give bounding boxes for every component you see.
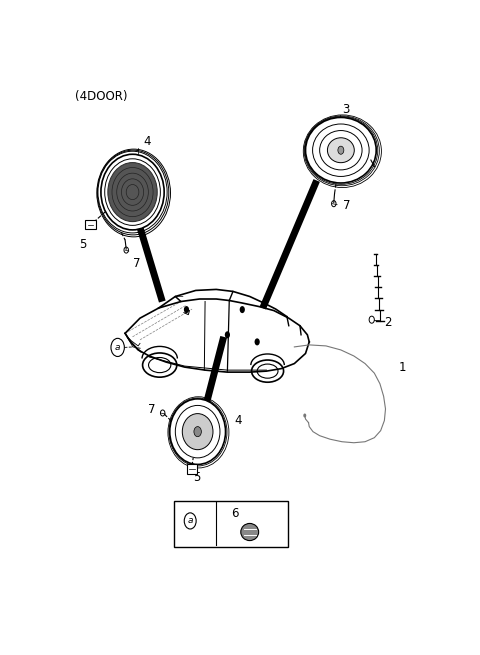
FancyBboxPatch shape (85, 220, 96, 229)
Ellipse shape (170, 399, 226, 464)
Circle shape (184, 306, 189, 313)
Text: 4: 4 (144, 135, 151, 148)
FancyBboxPatch shape (187, 464, 197, 474)
Ellipse shape (143, 353, 177, 377)
Text: (4DOOR): (4DOOR) (75, 90, 127, 103)
Ellipse shape (182, 413, 213, 450)
Text: a: a (188, 516, 193, 525)
Text: 4: 4 (234, 414, 241, 427)
Ellipse shape (327, 138, 354, 162)
Text: 6: 6 (231, 508, 239, 520)
Circle shape (338, 146, 344, 155)
Circle shape (254, 339, 260, 345)
Ellipse shape (241, 523, 259, 540)
Text: 7: 7 (132, 257, 140, 270)
Text: 7: 7 (343, 199, 350, 212)
Circle shape (194, 426, 202, 437)
Ellipse shape (108, 162, 157, 221)
Text: 7: 7 (148, 403, 156, 416)
Ellipse shape (305, 117, 376, 183)
Ellipse shape (101, 155, 164, 230)
Text: 5: 5 (79, 238, 86, 250)
FancyBboxPatch shape (174, 500, 288, 547)
Text: a: a (115, 343, 120, 352)
Circle shape (303, 413, 306, 417)
Text: 5: 5 (193, 470, 201, 483)
Circle shape (225, 331, 230, 339)
Circle shape (240, 306, 245, 313)
Text: 2: 2 (384, 316, 391, 329)
Text: 3: 3 (342, 103, 349, 117)
Text: 1: 1 (398, 361, 406, 373)
Ellipse shape (252, 360, 284, 383)
